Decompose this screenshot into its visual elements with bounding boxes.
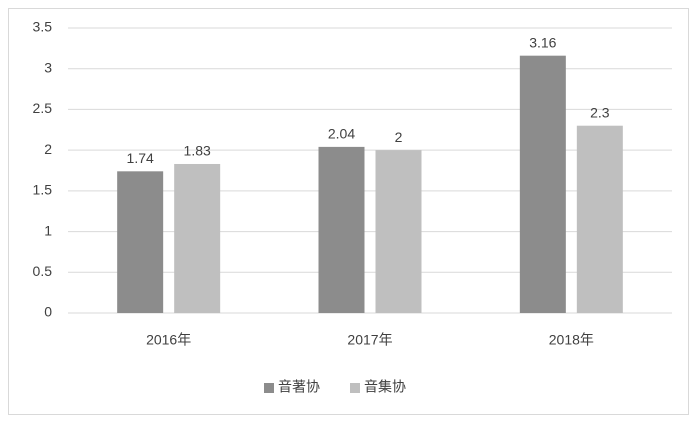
y-tick-label: 1.5 bbox=[33, 182, 53, 198]
data-label: 2.04 bbox=[328, 126, 355, 142]
x-tick-label: 2017年 bbox=[347, 332, 392, 348]
y-tick-label: 3 bbox=[44, 59, 52, 75]
x-tick-label: 2016年 bbox=[146, 332, 191, 348]
data-label: 1.74 bbox=[127, 150, 154, 166]
legend-label: 音著协 bbox=[278, 379, 320, 395]
y-tick-label: 0 bbox=[44, 304, 52, 320]
data-label: 2 bbox=[395, 129, 403, 145]
bar bbox=[318, 146, 365, 313]
bar bbox=[117, 171, 164, 313]
y-tick-label: 0.5 bbox=[33, 263, 53, 279]
data-label: 2.3 bbox=[590, 104, 610, 120]
legend-swatch bbox=[350, 383, 360, 393]
y-tick-label: 2 bbox=[44, 141, 52, 157]
legend-label: 音集协 bbox=[364, 379, 406, 395]
y-tick-label: 2.5 bbox=[33, 100, 53, 116]
bar bbox=[519, 55, 566, 313]
data-label: 1.83 bbox=[184, 143, 211, 159]
bar bbox=[375, 150, 422, 313]
data-label: 3.16 bbox=[529, 34, 556, 50]
y-tick-label: 3.5 bbox=[33, 19, 53, 35]
x-tick-label: 2018年 bbox=[549, 332, 594, 348]
bar bbox=[174, 163, 221, 313]
legend-swatch bbox=[264, 383, 274, 393]
bar bbox=[576, 125, 623, 313]
y-tick-label: 1 bbox=[44, 222, 52, 238]
